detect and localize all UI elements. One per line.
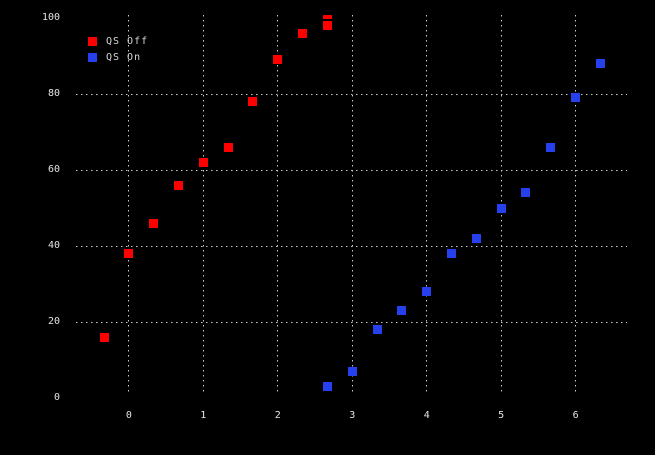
legend-label: QS Off [106,35,149,47]
y-tick-label: 100 [41,12,60,24]
data-point-qs-off [149,218,159,228]
data-point-qs-on [571,93,581,103]
x-tick-label: 2 [274,410,281,421]
vertical-gridline [351,15,353,395]
x-tick-label: 5 [498,410,505,421]
data-point-qs-on [397,306,407,316]
legend-swatch-blue-square-icon [88,52,97,62]
data-point-qs-off [273,55,283,65]
horizontal-gridline [76,245,627,247]
y-tick-label: 40 [47,240,60,252]
data-point-qs-off [99,332,109,342]
data-point-qs-off [248,97,258,107]
legend-label: QS On [106,51,142,63]
legend-swatch-red-square-icon [88,36,97,46]
legend-item-qs-on: QS On [88,49,148,65]
vertical-gridline [575,15,577,395]
x-tick-label: 3 [349,410,356,421]
vertical-gridline [277,15,279,395]
horizontal-gridline [76,169,627,171]
vertical-gridline [202,15,204,395]
vertical-gridline [426,15,428,395]
data-point-qs-on [322,382,332,392]
data-point-qs-on [546,142,556,152]
data-point-qs-on [521,188,531,198]
data-point-qs-on [595,59,605,69]
x-tick-label: 1 [200,410,207,421]
horizontal-gridline [76,93,627,95]
data-point-qs-off [322,21,332,31]
legend: QS Off QS On [88,33,148,65]
data-point-qs-off [174,180,184,190]
y-tick-label: 0 [53,392,60,403]
horizontal-gridline [76,321,627,323]
x-tick-label: 4 [423,410,430,421]
data-point-qs-off [198,157,208,167]
y-tick-label: 20 [47,316,60,327]
data-point-qs-on [446,249,456,259]
data-point-qs-on [422,287,432,297]
legend-item-qs-off: QS Off [88,33,148,49]
data-point-qs-on [471,233,481,243]
x-tick-label: 6 [572,410,579,421]
data-point-qs-on [347,366,357,376]
data-point-qs-off [322,15,332,19]
plot-area [76,15,627,398]
y-tick-label: 80 [47,88,60,100]
y-tick-label: 60 [47,164,60,176]
data-point-qs-on [372,325,382,335]
data-point-qs-off [124,249,134,259]
data-point-qs-on [496,203,506,213]
data-point-qs-off [223,142,233,152]
data-point-qs-off [298,28,308,38]
x-tick-label: 0 [125,410,132,421]
vertical-gridline [128,15,130,395]
